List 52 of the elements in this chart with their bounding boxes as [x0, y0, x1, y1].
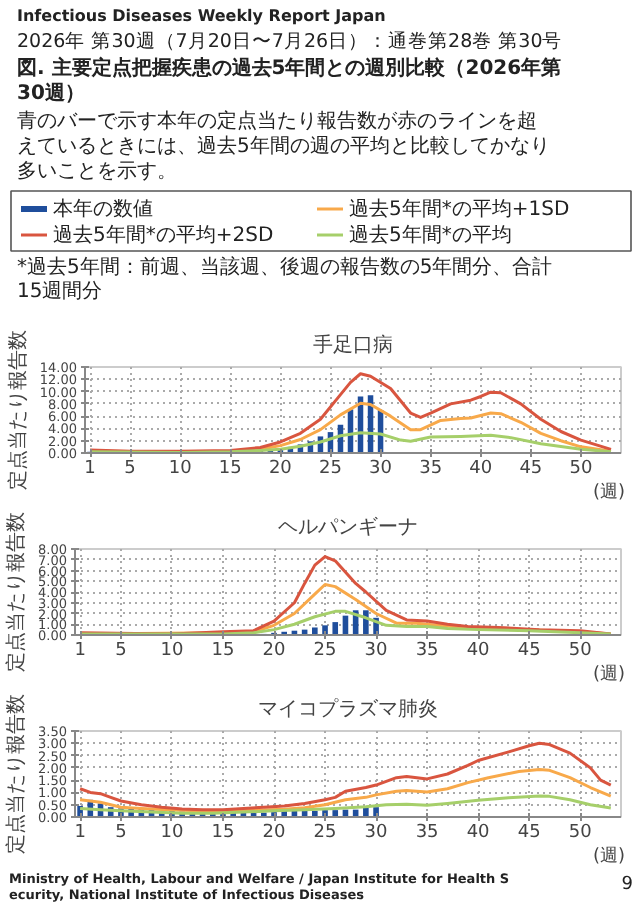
text: 青のバーで示す本年の定点当たり報告数が赤のラインを超えているときには、過去5年間の週の平均と比較してかなり多いことを示す。: [17, 109, 550, 183]
x-axis-title: (週): [592, 481, 626, 503]
text: 2026年 第30週（7月20日〜7月26日）：通巻第28巻 第30号: [17, 29, 563, 53]
x-tick-label: 20: [262, 641, 287, 661]
x-tick-label: 20: [262, 823, 287, 843]
y-axis-title: 定点当たり報告数: [5, 330, 30, 490]
x-tick-label: 15: [218, 459, 242, 479]
x-tick-label: 10: [160, 823, 184, 843]
x-tick-label: 25: [313, 641, 337, 661]
x-tick-label: 5: [124, 459, 136, 479]
x-tick-label: 45: [517, 823, 541, 843]
x-tick-label: 15: [211, 823, 235, 843]
text: 図. 主要定点把握疾患の過去5年間との週別比較（2026年第30週）: [17, 56, 562, 105]
x-tick-label: 35: [415, 823, 439, 843]
x-tick-label: 40: [466, 823, 491, 843]
x-tick-label: 50: [568, 823, 593, 843]
x-tick-label: 1: [84, 459, 96, 479]
x-tick-label: 5: [115, 823, 127, 843]
x-tick-label: 5: [115, 641, 127, 661]
text: Infectious Diseases Weekly Report Japan: [17, 7, 387, 25]
legend-label: 過去5年間*の平均+1SD: [349, 197, 570, 221]
x-tick-label: 1: [74, 641, 86, 661]
y-axis-title: 定点当たり報告数: [4, 512, 29, 672]
chart-title: マイコプラズマ肺炎: [258, 697, 438, 721]
x-tick-label: 50: [568, 641, 593, 661]
x-tick-label: 20: [268, 459, 293, 479]
x-axis-title: (週): [592, 663, 626, 685]
x-tick-label: 25: [319, 459, 342, 479]
text: 9: [621, 875, 634, 895]
x-tick-label: 30: [364, 823, 389, 843]
x-tick-label: 35: [415, 641, 439, 661]
x-tick-label: 10: [160, 641, 184, 661]
x-tick-label: 15: [211, 641, 235, 661]
x-tick-label: 45: [517, 641, 541, 661]
legend-label: 過去5年間*の平均+2SD: [53, 223, 274, 247]
x-tick-label: 10: [168, 459, 193, 479]
x-axis-title: (週): [592, 845, 626, 867]
y-axis-title: 定点当たり報告数: [4, 694, 29, 854]
legend-label: 過去5年間*の平均: [349, 223, 512, 247]
x-tick-label: 30: [364, 641, 389, 661]
chart-title: ヘルパンギーナ: [278, 515, 418, 539]
legend-label: 本年の数値: [53, 197, 153, 221]
x-tick-label: 1: [74, 823, 86, 843]
x-tick-label: 40: [466, 641, 491, 661]
chart-title: 手足口病: [313, 333, 393, 357]
x-tick-label: 40: [469, 459, 493, 479]
text: *過去5年間：前週、当該週、後週の報告数の5年間分、合計15週間分: [17, 255, 553, 303]
x-tick-label: 35: [419, 459, 443, 479]
x-tick-label: 25: [313, 823, 337, 843]
x-tick-label: 30: [369, 459, 393, 479]
x-tick-label: 50: [569, 459, 593, 479]
x-tick-label: 45: [519, 459, 543, 479]
